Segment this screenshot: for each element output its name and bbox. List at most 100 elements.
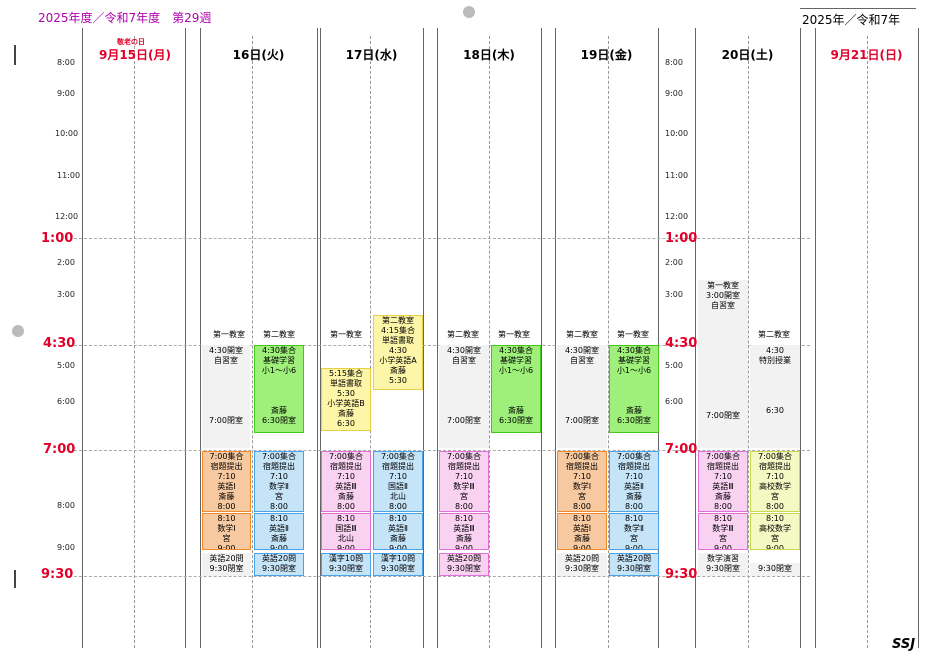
column-divider	[252, 36, 253, 648]
block-line: 数学演習	[707, 554, 739, 563]
block-line: 英語Ⅰ	[572, 524, 592, 533]
block-line: 宮	[771, 492, 779, 501]
block-line: 北山	[338, 534, 354, 543]
major-time-label: 4:30	[665, 336, 698, 351]
day-header: 9月21日(日)	[830, 48, 903, 62]
time-label: 3:00	[57, 290, 75, 299]
block-line: 9:30閉室	[381, 564, 415, 573]
block-line: 斎藤	[456, 534, 472, 543]
block-line: 7:00集合	[329, 452, 363, 461]
time-label: 6:00	[665, 397, 683, 406]
classroom-caption: 第二教室	[566, 330, 598, 339]
block-line: 自習室	[711, 301, 735, 310]
binder-hole-left	[12, 325, 24, 337]
block-line: 7:00閉室	[565, 416, 599, 425]
block-line	[699, 321, 747, 331]
column-divider	[370, 36, 371, 648]
block-line: 英語Ⅱ	[388, 524, 408, 533]
block-line: 7:00集合	[262, 452, 296, 461]
block-line	[203, 386, 249, 396]
block-line: 9:30閉室	[565, 564, 599, 573]
block-line: 9:00	[455, 544, 473, 550]
block-line: 9:00	[270, 544, 288, 550]
column-border	[541, 28, 542, 648]
block-line	[255, 386, 303, 396]
block-line: 小1～小6	[616, 366, 652, 375]
block-line: 自習室	[570, 356, 594, 365]
time-rule	[74, 450, 810, 451]
day-header: 20日(土)	[721, 48, 774, 62]
block-line: 4:30集合	[499, 346, 533, 355]
time-label: 2:00	[665, 258, 683, 267]
time-label: 5:00	[57, 361, 75, 370]
block-line: 8:10	[625, 514, 643, 523]
block-line: 英語Ⅱ	[269, 524, 289, 533]
block-line: 宿題提出	[330, 462, 362, 471]
block-line: 英語20問	[261, 554, 297, 563]
block-line: 9:00	[625, 544, 643, 550]
time-label: 5:00	[665, 361, 683, 370]
schedule-block: 7:00集合 宿題提出 7:10 国語Ⅱ 北山 8:00	[373, 451, 423, 512]
block-line: 8:00	[337, 502, 355, 511]
block-line: 9:30閉室	[758, 564, 792, 573]
column-border	[815, 28, 816, 648]
block-line: 9:30閉室	[447, 564, 481, 573]
block-line: 8:00	[455, 502, 473, 511]
block-line: 8:10	[714, 514, 732, 523]
schedule-block: 英語20問 9:30閉室	[202, 553, 251, 576]
schedule-block: 8:10 国語Ⅲ 北山 9:00	[321, 513, 371, 550]
block-line: 国語Ⅱ	[388, 482, 408, 491]
column-border	[800, 28, 801, 648]
block-line: 9:30閉室	[617, 564, 651, 573]
schedule-block: 7:00集合 宿題提出 7:10 英語Ⅱ 斎藤 8:00	[609, 451, 659, 512]
block-line: 斎藤	[271, 406, 287, 415]
block-line: 4:30開室	[447, 346, 481, 355]
major-time-label: 4:30	[43, 336, 76, 351]
schedule-block: 4:30集合 基礎学習 小1～小6 斎藤 6:30閉室	[254, 345, 304, 433]
block-line: 8:00	[573, 502, 591, 511]
block-line: 基礎学習	[500, 356, 532, 365]
block-line: 宮	[719, 534, 727, 543]
schedule-block: 7:00集合 宿題提出 7:10 数学Ⅲ 宮 8:00	[439, 451, 489, 512]
block-line: 9:30閉室	[706, 564, 740, 573]
column-border	[658, 28, 659, 648]
block-line: 自習室	[214, 356, 238, 365]
schedule-block: 4:30集合 基礎学習 小1～小6 斎藤 6:30閉室	[491, 345, 541, 433]
block-line: 9:00	[573, 544, 591, 550]
schedule-block: 4:30開室 自習室 7:00閉室	[557, 345, 607, 448]
block-line: 単語書取	[330, 379, 362, 388]
block-line: 宿題提出	[566, 462, 598, 471]
block-line: 斎藤	[715, 492, 731, 501]
header-fiscal-week: 2025年度／令和7年度 第29週	[38, 11, 212, 25]
block-line	[203, 366, 249, 376]
block-line: 単語書取	[382, 336, 414, 345]
left-tick	[14, 45, 16, 65]
time-label: 12:00	[55, 212, 79, 221]
column-border	[185, 28, 186, 648]
block-line	[751, 386, 799, 396]
schedule-block: 数学演習 9:30閉室	[698, 553, 748, 576]
block-line: 宿題提出	[707, 462, 739, 471]
block-line	[751, 376, 799, 386]
schedule-block: 英語20問 9:30閉室	[439, 553, 489, 576]
block-line: 英語Ⅰ	[217, 482, 236, 491]
major-time-label: 9:30	[665, 567, 698, 582]
block-line: 8:00	[270, 502, 288, 511]
block-line: 数学Ⅱ	[624, 524, 644, 533]
block-line	[203, 406, 249, 416]
block-line	[558, 376, 606, 386]
block-line: 9:30閉室	[262, 564, 296, 573]
block-line	[255, 376, 303, 386]
block-line: 宿題提出	[759, 462, 791, 471]
block-line: 9:30閉室	[329, 564, 363, 573]
major-time-label: 7:00	[43, 442, 76, 457]
time-label: 11:00	[57, 171, 81, 180]
block-line: 宿題提出	[448, 462, 480, 471]
block-line: 漢字10問	[328, 554, 364, 563]
schedule-block: 英語20問 9:30閉室	[254, 553, 304, 576]
block-line: 5:30	[337, 389, 355, 398]
block-line: 5:30	[389, 376, 407, 385]
block-line: 9:00	[389, 544, 407, 550]
schedule-block: 第一教室 3:00開室 自習室 7:00閉室	[698, 280, 748, 448]
block-line: 斎藤	[218, 492, 235, 501]
